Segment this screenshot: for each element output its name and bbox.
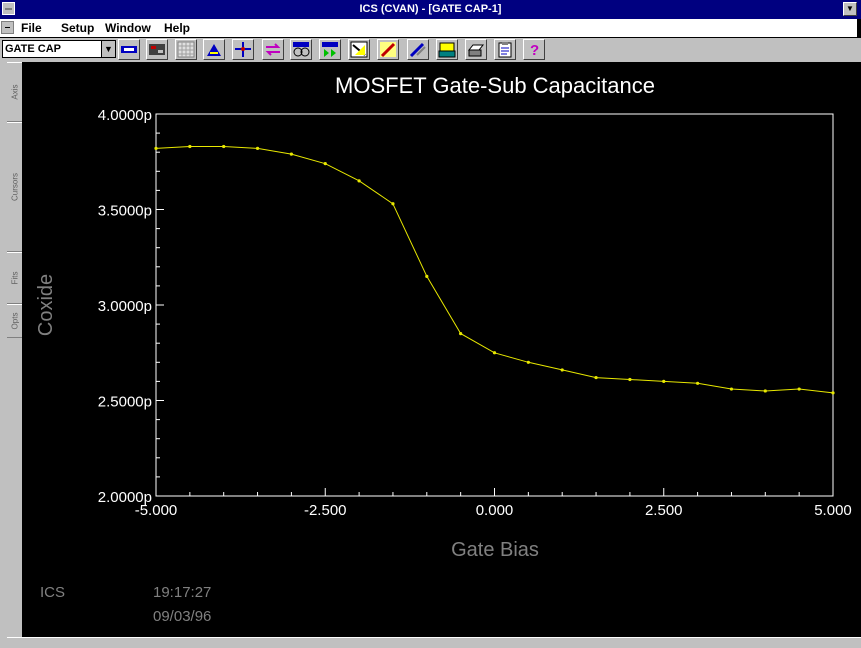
plot-frame — [155, 113, 834, 497]
window-title: ICS (CVAN) - [GATE CAP-1] — [359, 3, 502, 15]
data-point — [763, 389, 767, 393]
scale-button[interactable] — [203, 39, 225, 60]
menu-help[interactable]: Help — [164, 21, 191, 35]
menu-right-edge — [857, 19, 861, 37]
menu-file[interactable]: File — [21, 21, 42, 35]
tab-cursors[interactable]: Cursors — [7, 122, 22, 252]
data-button[interactable] — [290, 39, 312, 60]
instrument-button[interactable] — [146, 39, 168, 60]
data-point — [255, 146, 260, 150]
data-point — [391, 202, 395, 206]
x-tick-label: 2.500 — [645, 502, 683, 519]
title-bar: ICS (CVAN) - [GATE CAP-1] ▼ — [0, 0, 861, 19]
x-tick-label: 0.000 — [476, 502, 514, 519]
print-setup-button[interactable] — [436, 39, 458, 60]
data-point — [188, 144, 192, 149]
left-edge — [0, 62, 7, 647]
data-point — [662, 379, 666, 383]
menu-bar: File Setup Window Help — [0, 19, 861, 38]
footer-app-name: ICS — [40, 584, 65, 601]
data-point — [628, 377, 632, 382]
y-tick-label: 3.0000p — [98, 298, 152, 315]
y-tick-label: 4.0000p — [98, 107, 152, 124]
clipboard-button[interactable] — [494, 39, 516, 60]
data-point — [154, 146, 158, 150]
chart: MOSFET Gate-Sub Capacitance 4.0000p 3.500… — [35, 73, 852, 625]
system-menu-icon[interactable] — [2, 2, 15, 15]
data-point — [560, 368, 564, 372]
chart-title: MOSFET Gate-Sub Capacitance — [335, 73, 655, 98]
tab-fits[interactable]: Fits — [7, 252, 22, 304]
setup-select[interactable]: GATE CAP ▼ — [2, 40, 116, 58]
plot-area: MOSFET Gate-Sub Capacitance 4.0000p 3.500… — [22, 62, 861, 637]
toolbar: GATE CAP ▼ ? — [0, 38, 861, 62]
status-bar — [7, 637, 861, 648]
plot-button[interactable] — [348, 39, 370, 60]
side-tabs: Axis Cursors Fits Opts — [7, 62, 23, 637]
grid-button[interactable] — [175, 39, 197, 60]
tab-axis[interactable]: Axis — [7, 62, 22, 122]
series-line — [155, 146, 834, 394]
window-dropdown-icon[interactable]: ▼ — [843, 2, 857, 16]
cursor-button[interactable] — [232, 39, 254, 60]
y-tick-label: 2.5000p — [98, 394, 152, 411]
help-icon[interactable]: ? — [523, 39, 545, 60]
data-point — [222, 144, 226, 149]
footer-time: 19:17:27 — [153, 584, 211, 601]
transfer-button[interactable] — [262, 39, 284, 60]
x-tick-label: 5.000 — [814, 502, 852, 519]
print-button[interactable] — [465, 39, 487, 60]
data-point — [425, 274, 429, 278]
x-axis-label: Gate Bias — [451, 539, 539, 561]
data-point — [323, 162, 327, 166]
data-point — [289, 152, 293, 156]
y-tick-label: 2.0000p — [98, 489, 152, 506]
x-tick-label: -5.000 — [135, 502, 178, 519]
y-axis-label: Coxide — [35, 274, 57, 336]
svg-text:?: ? — [530, 42, 539, 58]
chevron-down-icon[interactable]: ▼ — [101, 41, 115, 57]
data-point — [729, 387, 734, 391]
tab-opts[interactable]: Opts — [7, 304, 22, 338]
data-point — [492, 351, 497, 355]
draw-button[interactable] — [407, 39, 429, 60]
y-tick-label: 3.5000p — [98, 203, 152, 220]
data-point — [797, 387, 801, 391]
measure-button[interactable] — [319, 39, 341, 60]
gpib-button[interactable] — [118, 39, 140, 60]
x-tick-label: -2.500 — [304, 502, 347, 519]
data-point — [526, 360, 530, 364]
menu-setup[interactable]: Setup — [61, 21, 95, 35]
data-point — [459, 332, 463, 336]
data-point — [594, 375, 598, 380]
edit-button[interactable] — [377, 39, 399, 60]
menu-window[interactable]: Window — [105, 21, 151, 35]
data-point — [831, 391, 835, 395]
data-point — [357, 179, 361, 183]
data-point — [696, 381, 700, 385]
document-control-icon[interactable] — [1, 21, 14, 34]
footer-date: 09/03/96 — [153, 608, 211, 625]
